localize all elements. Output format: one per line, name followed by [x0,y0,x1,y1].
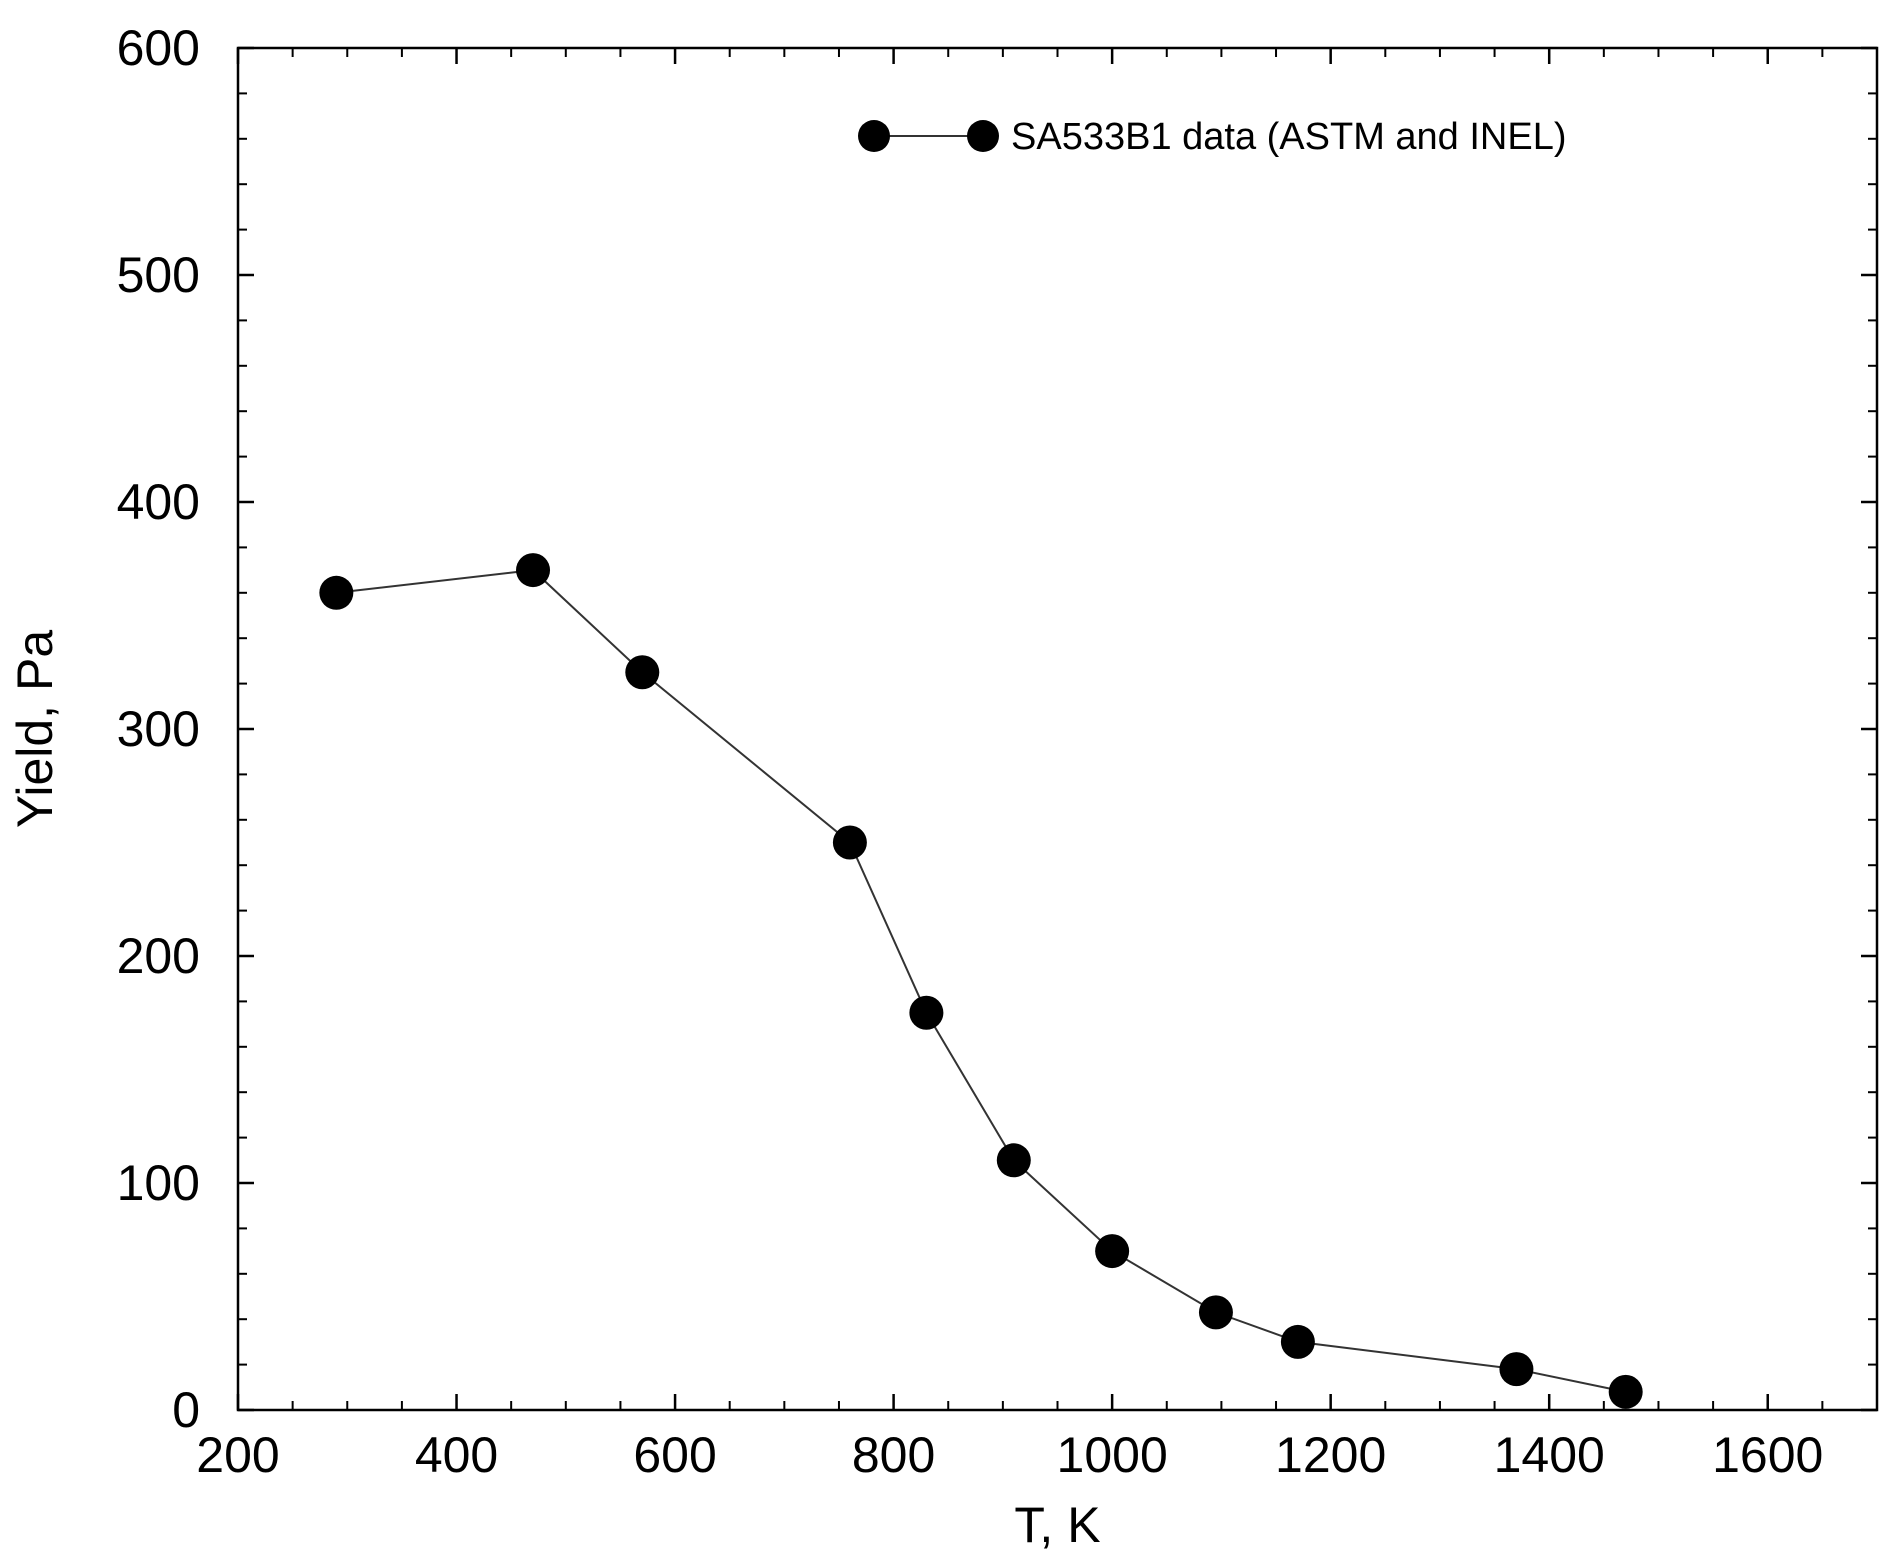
x-tick-label: 600 [633,1427,716,1483]
data-point [1095,1234,1130,1269]
x-tick-label: 200 [196,1427,279,1483]
minor-ticks [238,48,1878,1410]
y-tick-label: 300 [117,701,200,757]
data-point [1198,1295,1233,1330]
x-tick-label: 800 [852,1427,935,1483]
data-point [996,1143,1031,1178]
data-point [625,655,660,690]
x-tick-label: 1600 [1712,1427,1823,1483]
major-ticks [236,46,1877,1412]
data-point [1280,1324,1315,1359]
legend-label: SA533B1 data (ASTM and INEL) [1011,116,1567,158]
data-point [1499,1352,1534,1387]
y-tick-label: 0 [172,1382,200,1438]
y-tick-label: 200 [117,928,200,984]
x-tick-labels: 200 400 600 800 1000 1200 1400 1600 [196,1427,1823,1483]
x-tick-label: 1000 [1057,1427,1168,1483]
y-axis-title: Yield, Pa [7,630,63,828]
data-point [1608,1374,1643,1409]
series-layer [319,553,1643,1409]
legend: SA533B1 data (ASTM and INEL) [858,116,1567,158]
legend-marker [858,120,890,152]
data-point [909,995,944,1030]
x-tick-label: 1200 [1275,1427,1386,1483]
x-tick-label: 400 [415,1427,498,1483]
data-point [319,575,354,610]
y-tick-label: 400 [117,474,200,530]
y-tick-label: 500 [117,247,200,303]
x-tick-label: 1400 [1494,1427,1605,1483]
y-tick-label: 600 [117,20,200,76]
data-point [516,553,551,588]
y-tick-labels: 0 100 200 300 400 500 600 [117,20,200,1438]
legend-marker [967,120,999,152]
y-tick-label: 100 [117,1155,200,1211]
series-line [336,569,1626,1393]
plot-frame [236,46,1879,1412]
data-point [832,825,867,860]
x-axis-title: T, K [1014,1497,1100,1553]
